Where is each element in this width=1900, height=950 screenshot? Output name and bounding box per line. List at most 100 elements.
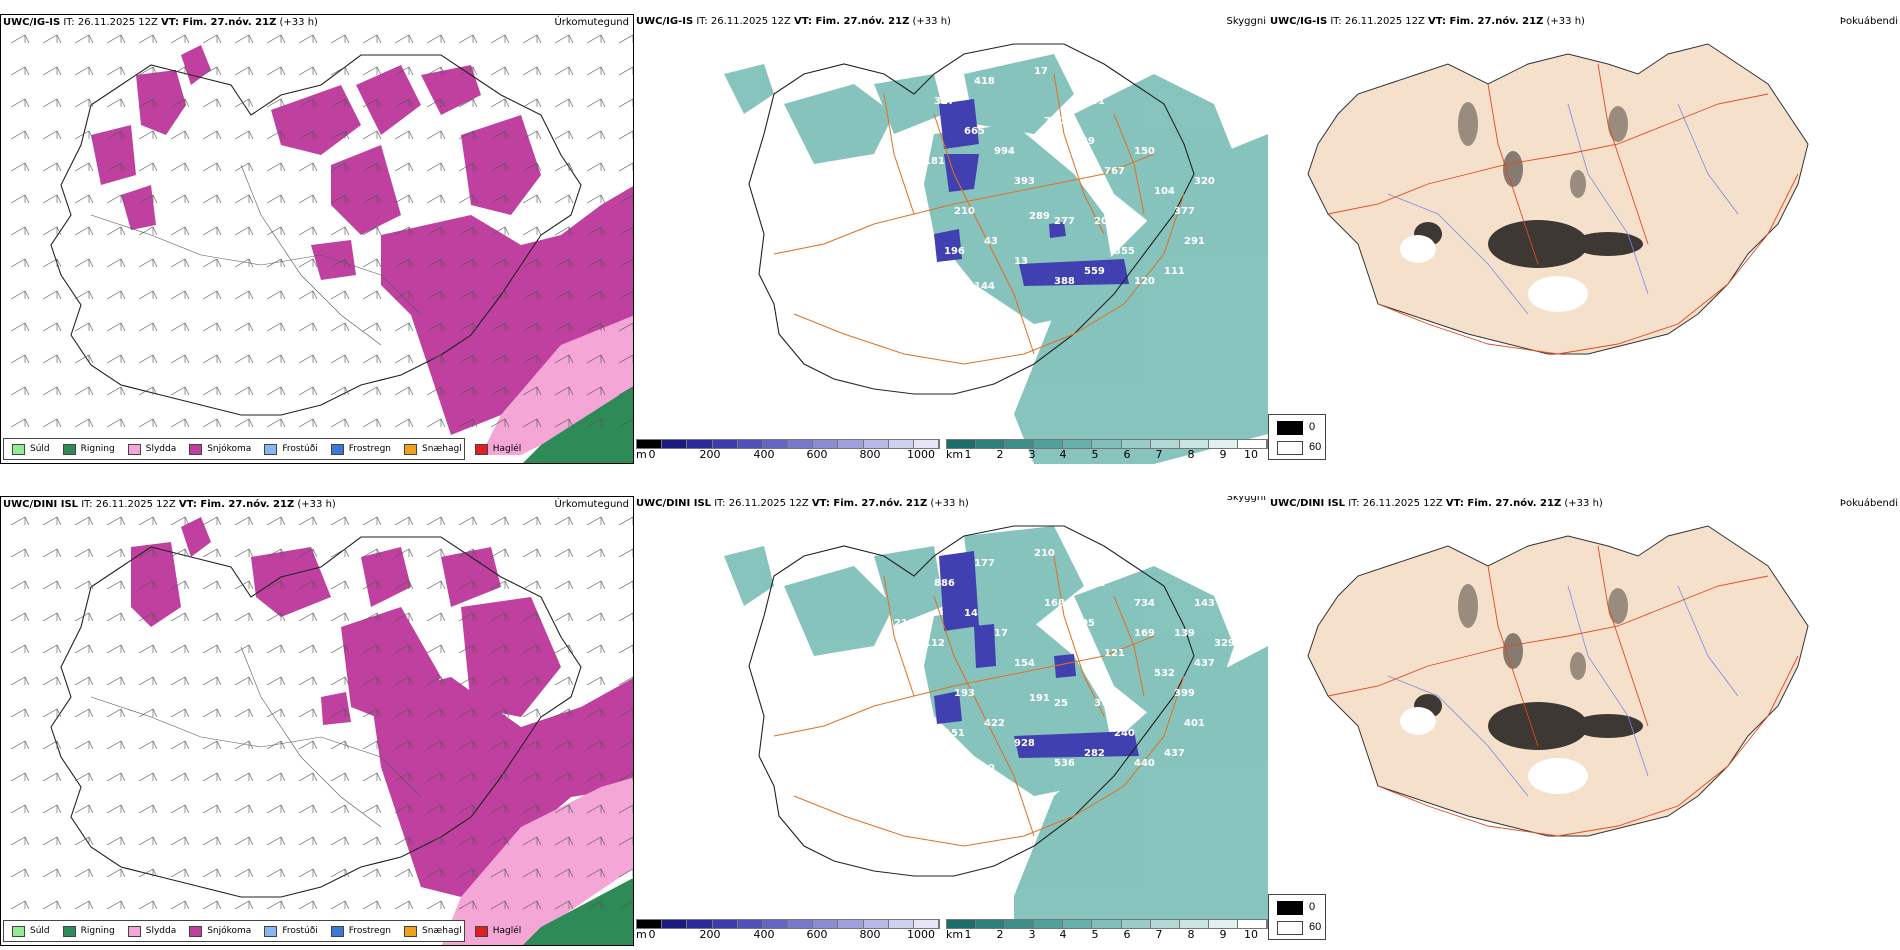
wind-barb [586, 740, 606, 750]
low-cloud-base-area [934, 99, 1129, 286]
wind-barb [42, 644, 62, 654]
wind-barb [170, 130, 190, 140]
cloud-base-label: 393 [1014, 176, 1035, 187]
wind-barb [618, 548, 633, 558]
wind-barb [138, 676, 158, 686]
wind-barb [170, 548, 190, 558]
cloud-base-label: 422 [984, 718, 1005, 729]
wind-barb [522, 772, 542, 782]
wind-barb [618, 644, 633, 654]
fog-legend-label: 0 [1309, 901, 1316, 913]
wind-barb [170, 226, 190, 236]
wind-barb [298, 98, 318, 108]
wind-barb [170, 740, 190, 750]
fog-map-row1 [1307, 43, 1809, 355]
cloud-base-label: 760 [1044, 116, 1065, 127]
wind-barb [10, 34, 30, 44]
wind-barb [170, 772, 190, 782]
wind-barb [42, 868, 62, 878]
wind-barb [618, 580, 633, 590]
wind-barb [330, 322, 350, 332]
cloud-base-label: 418 [974, 76, 995, 87]
wind-barb [522, 322, 542, 332]
cloud-base-label: 196 [944, 246, 965, 257]
cloud-base-label: 216 [894, 618, 915, 629]
wind-barb [42, 130, 62, 140]
cloud-base-label: 399 [1174, 688, 1195, 699]
wind-barb [426, 226, 446, 236]
wind-barb [330, 804, 350, 814]
wind-barb [330, 194, 350, 204]
wind-barb [138, 386, 158, 396]
wind-barb [586, 612, 606, 622]
wind-barb [586, 644, 606, 654]
wind-barb [170, 290, 190, 300]
wind-barb [554, 580, 574, 590]
wind-barb [618, 194, 633, 204]
colorbar-cloud-base [636, 439, 940, 449]
wind-barb [234, 194, 254, 204]
wind-barb [554, 772, 574, 782]
wind-barb [266, 226, 286, 236]
wind-barb [362, 418, 382, 428]
wind-barb [10, 194, 30, 204]
wind-barb [106, 194, 126, 204]
wind-barb [234, 418, 254, 428]
wind-barb [202, 676, 222, 686]
wind-barb [330, 34, 350, 44]
wind-barb [298, 194, 318, 204]
wind-barb [426, 868, 446, 878]
wind-barb [266, 548, 286, 558]
wind-barb [10, 868, 30, 878]
wind-barb [138, 354, 158, 364]
wind-barb [42, 386, 62, 396]
tick-label: 0 [648, 928, 656, 941]
cloud-base-label: 437 [1194, 658, 1215, 669]
wind-barb [74, 580, 94, 590]
wind-barb [522, 226, 542, 236]
wind-barb [362, 354, 382, 364]
wind-barb [586, 322, 606, 332]
tick-label: 8 [1187, 448, 1195, 461]
wind-barb [426, 258, 446, 268]
wind-barb [10, 226, 30, 236]
wind-barb [138, 130, 158, 140]
fog-legend-label: 0 [1309, 421, 1316, 433]
cloud-base-label: 17 [994, 628, 1008, 639]
wind-barb [522, 98, 542, 108]
wind-barb [42, 612, 62, 622]
wind-barb [618, 804, 633, 814]
wind-barb [10, 804, 30, 814]
wind-barb [138, 258, 158, 268]
wind-barb [106, 130, 126, 140]
wind-barb [298, 418, 318, 428]
wind-barb [42, 836, 62, 846]
tick-label: 4 [1059, 928, 1067, 941]
wind-barb [522, 868, 542, 878]
wind-barb [362, 516, 382, 526]
tick-label: 1 [964, 928, 972, 941]
tick-label: 3 [1028, 928, 1036, 941]
wind-barb [618, 290, 633, 300]
wind-barb [458, 34, 478, 44]
wind-barb [458, 708, 478, 718]
fog-legend-row1: 0 60 [1268, 414, 1326, 460]
wind-barb [394, 130, 414, 140]
wind-barb [202, 548, 222, 558]
wind-barb [394, 644, 414, 654]
wind-barb [362, 548, 382, 558]
wind-barb [426, 740, 446, 750]
wind-barb [266, 708, 286, 718]
wind-barb [458, 162, 478, 172]
wind-barb [298, 580, 318, 590]
wind-barb [426, 900, 446, 910]
cloud-base-label: 886 [934, 578, 955, 589]
wind-barb [234, 516, 254, 526]
wind-barb [10, 580, 30, 590]
panel-title-visibility: Skyggni [1226, 496, 1266, 503]
wind-barb [458, 612, 478, 622]
wind-barb [362, 66, 382, 76]
wind-barb [394, 290, 414, 300]
wind-barb [298, 708, 318, 718]
colorbar-cloud-base [636, 919, 940, 929]
